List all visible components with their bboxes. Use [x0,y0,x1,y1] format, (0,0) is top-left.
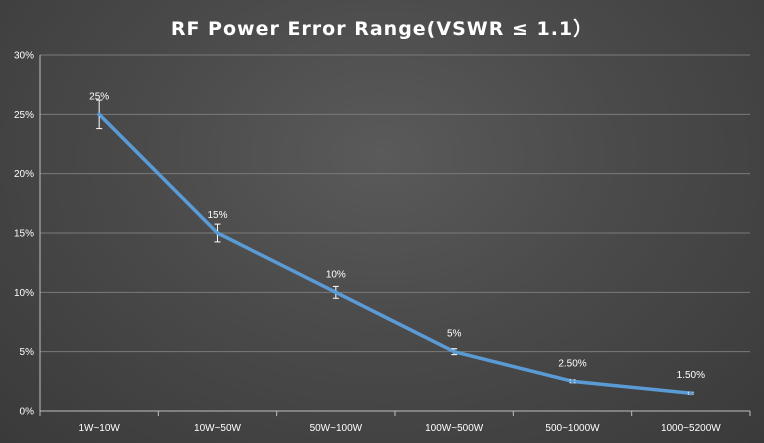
y-tick-label: 15% [14,229,34,240]
data-label: 10% [326,269,346,280]
data-point [452,349,457,354]
y-tick-label: 20% [14,169,34,180]
y-tick-label: 30% [14,51,34,62]
chart-title: RF Power Error Range(VSWR ≤ 1.1） [170,18,594,40]
x-tick-label: 1W~10W [78,423,120,434]
data-point [570,379,575,384]
x-tick-label: 10W~50W [194,423,242,434]
data-label: 1.50% [677,370,705,381]
data-label: 15% [207,210,227,221]
data-point [97,112,102,117]
y-tick-label: 10% [14,288,34,299]
data-label: 2.50% [558,358,586,369]
x-tick-label: 500~1000W [545,423,600,434]
x-tick-label: 1000~5200W [661,423,721,434]
y-tick-label: 0% [20,407,35,418]
y-tick-label: 5% [20,347,35,358]
data-point [215,231,220,235]
data-point [333,290,338,295]
data-label: 5% [447,329,462,340]
y-tick-label: 25% [14,110,34,121]
series-line [97,112,693,395]
data-point [688,391,693,396]
data-label: 25% [89,91,109,102]
x-tick-label: 50W~100W [310,423,363,434]
x-tick-label: 100W~500W [425,423,484,434]
